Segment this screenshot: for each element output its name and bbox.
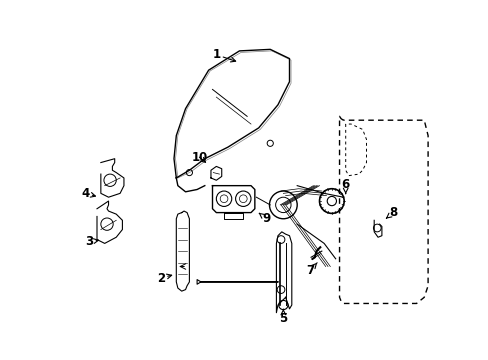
Text: 6: 6: [341, 177, 349, 193]
Text: 1: 1: [212, 48, 235, 62]
Text: 4: 4: [81, 187, 95, 200]
Text: 2: 2: [157, 271, 171, 284]
Text: 3: 3: [85, 235, 98, 248]
Text: 7: 7: [305, 263, 317, 277]
Text: 5: 5: [279, 310, 287, 325]
Text: 8: 8: [386, 206, 397, 219]
Text: 9: 9: [259, 212, 270, 225]
Text: 10: 10: [191, 150, 207, 164]
